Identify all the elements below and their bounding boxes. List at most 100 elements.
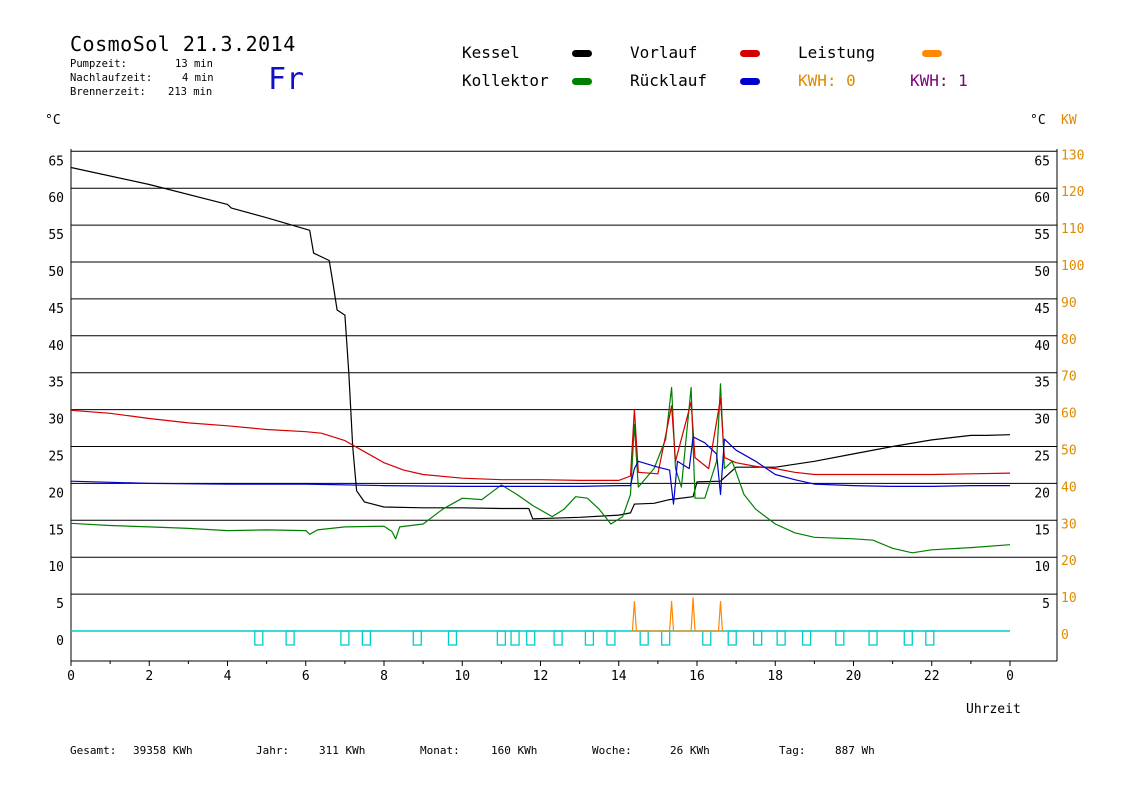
- y-tick-left-30: 30: [48, 413, 64, 428]
- monat-value: 160 KWh: [491, 744, 538, 757]
- y-tick-left-45: 45: [48, 302, 64, 317]
- legend-vorlauf-label: Vorlauf: [630, 43, 698, 62]
- y-tick-right-55: 55: [1034, 228, 1050, 243]
- y-tick-right-60: 60: [1034, 191, 1050, 206]
- y-tick-kw-100: 100: [1061, 259, 1084, 274]
- leistung-line: [631, 597, 723, 632]
- right-axis-unit: °C: [1030, 113, 1046, 128]
- y-tick-kw-70: 70: [1061, 370, 1077, 385]
- y-tick-kw-40: 40: [1061, 480, 1077, 495]
- legend-kessel-swatch: [572, 50, 592, 57]
- legend-vorlauf-swatch: [740, 50, 760, 57]
- pump-pulse-4: [412, 630, 422, 646]
- left-axis-unit: °C: [45, 113, 61, 128]
- legend-ruecklauf-label: Rücklauf: [630, 71, 708, 90]
- woche-label: Woche:: [592, 744, 632, 757]
- pump-pulse-14: [702, 630, 712, 646]
- pump-pulse-0: [254, 630, 264, 646]
- y-tick-right-10: 10: [1034, 560, 1050, 575]
- pump-pulse-6: [496, 630, 507, 646]
- chart-title: CosmoSol 21.3.2014: [70, 32, 296, 56]
- x-axis-label: Uhrzeit: [966, 702, 1021, 717]
- legend-leistung-label: Leistung: [798, 43, 876, 62]
- pump-pulse-9: [553, 630, 563, 646]
- legend-leistung-swatch: [922, 50, 942, 57]
- legend-kollektor-swatch: [572, 78, 592, 85]
- x-tick-9: 18: [767, 669, 783, 684]
- brennerzeit-label: Brennerzeit:: [70, 86, 146, 98]
- kessel-line: [70, 166, 1011, 520]
- y-tick-kw-110: 110: [1061, 222, 1084, 237]
- pump-pulse-20: [868, 630, 878, 646]
- y-tick-right-65: 65: [1034, 154, 1050, 169]
- y-tick-right-5: 5: [1042, 597, 1050, 612]
- pump-pulse-2: [340, 630, 350, 646]
- nachlaufzeit-value: 4 min: [182, 72, 214, 84]
- y-tick-right-20: 20: [1034, 486, 1050, 501]
- pump-pulse-3: [361, 630, 372, 646]
- y-tick-left-5: 5: [56, 597, 64, 612]
- x-tick-0: 0: [67, 669, 75, 684]
- jahr-value: 311 KWh: [319, 744, 366, 757]
- y-tick-kw-10: 10: [1061, 591, 1077, 606]
- y-tick-kw-30: 30: [1061, 517, 1077, 532]
- x-tick-8: 16: [689, 669, 705, 684]
- x-tick-2: 4: [224, 669, 232, 684]
- x-tick-3: 6: [302, 669, 310, 684]
- gesamt-value: 39358 KWh: [133, 744, 193, 757]
- y-tick-right-30: 30: [1034, 413, 1050, 428]
- y-tick-kw-90: 90: [1061, 296, 1077, 311]
- pump-pulse-21: [903, 630, 913, 646]
- pump-pulse-15: [727, 630, 737, 646]
- y-tick-right-40: 40: [1034, 339, 1050, 354]
- y-tick-left-0: 0: [56, 634, 64, 649]
- jahr-label: Jahr:: [256, 744, 290, 757]
- right-axis-unit-kw: KW: [1061, 113, 1077, 128]
- gesamt-label: Gesamt:: [70, 744, 117, 757]
- ruecklauf-line: [70, 436, 1010, 505]
- x-tick-7: 14: [611, 669, 627, 684]
- x-tick-10: 20: [846, 669, 862, 684]
- y-tick-left-60: 60: [48, 191, 64, 206]
- legend-kollektor-label: Kollektor: [462, 71, 549, 90]
- y-tick-left-15: 15: [48, 523, 64, 538]
- y-tick-left-35: 35: [48, 376, 64, 391]
- pump-pulse-19: [835, 630, 845, 646]
- kwh-purple-label: KWH: 1: [910, 71, 968, 90]
- pump-pulse-7: [510, 630, 520, 646]
- pump-pulse-1: [285, 630, 295, 646]
- y-tick-left-65: 65: [48, 154, 64, 169]
- y-tick-kw-20: 20: [1061, 554, 1077, 569]
- x-tick-1: 2: [145, 669, 153, 684]
- y-tick-kw-0: 0: [1061, 628, 1069, 643]
- pump-pulse-12: [639, 630, 649, 646]
- y-tick-right-15: 15: [1034, 523, 1050, 538]
- pump-pulse-10: [584, 630, 595, 646]
- nachlaufzeit-label: Nachlaufzeit:: [70, 72, 153, 84]
- pumpzeit-value: 13 min: [175, 58, 213, 70]
- legend-ruecklauf-swatch: [740, 78, 760, 85]
- y-tick-kw-50: 50: [1061, 444, 1077, 459]
- pump-pulse-16: [752, 630, 763, 646]
- x-tick-6: 12: [533, 669, 549, 684]
- legend-kessel-label: Kessel: [462, 43, 520, 62]
- x-tick-11: 22: [924, 669, 940, 684]
- pump-pulse-18: [801, 630, 812, 646]
- woche-value: 26 KWh: [670, 744, 710, 757]
- y-tick-right-35: 35: [1034, 376, 1050, 391]
- pump-pulse-13: [661, 630, 671, 646]
- y-tick-left-40: 40: [48, 339, 64, 354]
- y-tick-left-55: 55: [48, 228, 64, 243]
- y-tick-left-20: 20: [48, 486, 64, 501]
- pump-pulse-11: [606, 630, 616, 646]
- x-tick-4: 8: [380, 669, 388, 684]
- y-tick-right-45: 45: [1034, 302, 1050, 317]
- vorlauf-line: [70, 397, 1011, 481]
- y-tick-kw-80: 80: [1061, 333, 1077, 348]
- y-tick-kw-120: 120: [1061, 185, 1084, 200]
- y-tick-left-25: 25: [48, 450, 64, 465]
- weekday-label: Fr: [268, 62, 305, 97]
- y-tick-kw-60: 60: [1061, 407, 1077, 422]
- pump-pulse-8: [526, 630, 536, 646]
- x-tick-5: 10: [454, 669, 470, 684]
